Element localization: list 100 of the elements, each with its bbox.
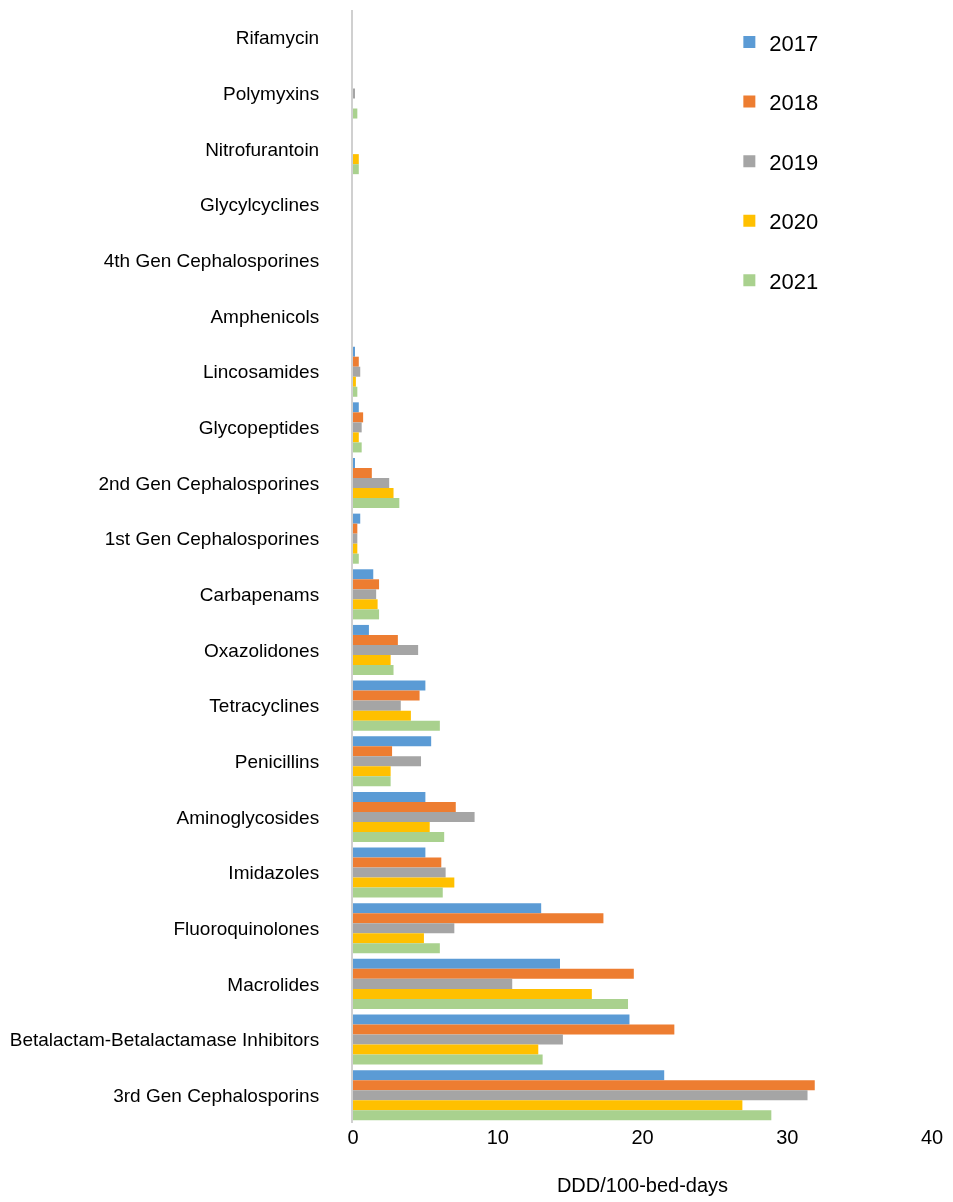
legend-label: 2021 — [769, 268, 819, 294]
bar — [353, 478, 390, 489]
legend-label: 2020 — [769, 209, 819, 235]
bar — [353, 1100, 743, 1111]
bar — [353, 801, 456, 812]
bar — [353, 968, 634, 979]
y-tick-label: Aminoglycosides — [176, 806, 320, 828]
y-tick-label: Rifamycin — [235, 27, 320, 49]
y-tick-label: Macrolides — [227, 973, 320, 995]
bar — [353, 356, 359, 367]
y-tick-label: Lincosamides — [203, 361, 320, 383]
bar — [353, 644, 419, 655]
bar — [353, 821, 430, 832]
bar — [353, 513, 361, 524]
x-tick-label: 10 — [486, 1126, 509, 1148]
bar — [353, 998, 629, 1009]
bar — [353, 589, 377, 600]
bar — [353, 599, 378, 610]
bar — [353, 108, 358, 119]
bar — [353, 1024, 675, 1035]
bar — [353, 442, 362, 453]
legend-label: 2018 — [769, 90, 819, 116]
bar — [353, 933, 424, 944]
bar — [353, 746, 393, 757]
bar — [353, 831, 445, 842]
bar — [353, 811, 475, 822]
y-tick-label: Oxazolidones — [204, 639, 320, 661]
bar — [353, 978, 513, 989]
bar — [353, 736, 432, 747]
bar — [353, 690, 420, 701]
bar — [353, 402, 359, 413]
bar — [353, 488, 394, 499]
bar — [353, 386, 358, 397]
bar — [353, 412, 364, 423]
bar — [353, 624, 369, 635]
bar — [353, 376, 356, 387]
bar — [353, 791, 426, 802]
bar — [353, 988, 592, 999]
bar — [353, 887, 443, 898]
y-tick-label: Amphenicols — [210, 305, 320, 327]
bar — [353, 958, 560, 969]
bar — [353, 634, 398, 645]
bar — [353, 776, 391, 787]
x-tick-label: 0 — [347, 1126, 359, 1148]
bar — [353, 533, 358, 544]
bar — [353, 1054, 543, 1065]
bar — [353, 903, 542, 914]
bar — [353, 1110, 772, 1121]
bar — [353, 766, 391, 777]
bar — [353, 579, 380, 590]
bar — [353, 366, 361, 377]
bar — [353, 154, 359, 165]
bar — [353, 468, 372, 479]
bar — [353, 422, 362, 433]
bar — [353, 857, 442, 868]
bar — [353, 553, 359, 564]
bar — [353, 1044, 539, 1055]
bar — [353, 1014, 630, 1025]
bar — [353, 943, 440, 954]
bar — [353, 432, 359, 443]
y-tick-label: Glycylcyclines — [199, 194, 320, 216]
bar — [353, 756, 422, 767]
bar — [353, 609, 380, 620]
y-tick-label: Betalactam-Betalactamase Inhibitors — [9, 1029, 320, 1051]
bar — [353, 700, 401, 711]
bar — [353, 847, 426, 858]
bar — [353, 654, 391, 665]
y-tick-label: Polymyxins — [223, 83, 320, 105]
y-tick-label: Nitrofurantoin — [205, 138, 320, 160]
x-tick-label: 30 — [776, 1126, 799, 1148]
x-tick-label: 40 — [920, 1126, 944, 1148]
bar — [353, 523, 358, 534]
bar — [353, 867, 446, 878]
y-tick-label: Carbapenams — [199, 583, 320, 605]
bar — [353, 1080, 815, 1091]
bar — [353, 680, 426, 691]
bar — [353, 1070, 665, 1081]
y-tick-label: Glycopeptides — [198, 417, 320, 439]
bar — [353, 1034, 563, 1045]
y-tick-label: Penicillins — [234, 750, 320, 772]
bar — [353, 720, 440, 731]
y-tick-label: 3rd Gen Cephalosporins — [113, 1084, 320, 1106]
x-tick-label: 20 — [631, 1126, 654, 1148]
y-tick-label: 1st Gen Cephalosporines — [104, 528, 320, 550]
bar — [353, 1090, 808, 1101]
bar — [353, 913, 604, 924]
bar — [353, 498, 400, 509]
y-tick-label: 2nd Gen Cephalosporines — [98, 472, 320, 494]
bar — [353, 923, 455, 934]
y-tick-label: Tetracyclines — [209, 695, 320, 717]
y-tick-label: Fluoroquinolones — [173, 917, 320, 939]
bar — [353, 569, 374, 580]
bar — [353, 543, 358, 554]
y-tick-label: 4th Gen Cephalosporines — [103, 250, 320, 272]
y-tick-label: Imidazoles — [228, 862, 320, 884]
bar — [353, 665, 394, 676]
legend-label: 2019 — [769, 149, 819, 175]
legend-label: 2017 — [769, 30, 819, 56]
bar — [353, 877, 455, 888]
bar — [353, 710, 411, 721]
